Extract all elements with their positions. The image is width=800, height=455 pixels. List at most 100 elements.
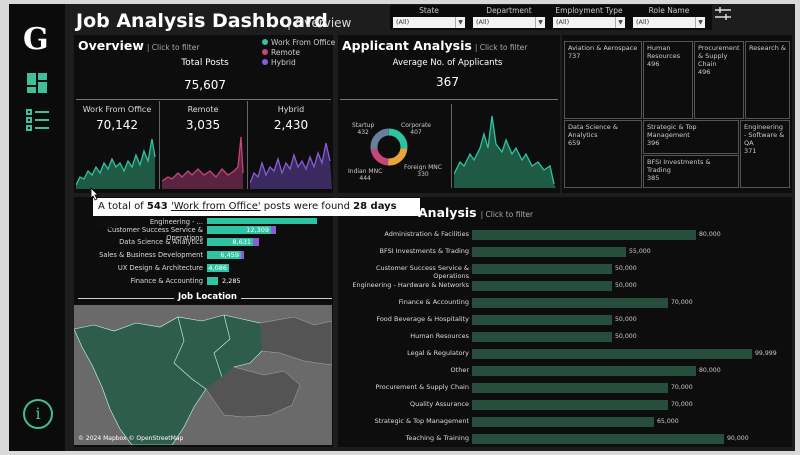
mouse-cursor-icon xyxy=(90,186,100,205)
function-row[interactable]: Data Science & Analytics xyxy=(76,238,203,247)
donut-label-corporate: Corporate 407 xyxy=(401,122,431,136)
salary-bar[interactable] xyxy=(472,247,626,257)
company-type-donut[interactable] xyxy=(340,102,450,188)
function-row[interactable]: Finance & Accounting xyxy=(76,277,203,286)
hybrid-segment xyxy=(241,251,244,259)
salary-row-label: Finance & Accounting xyxy=(398,298,469,306)
salary-row-label: Procurement & Supply Chain xyxy=(375,383,469,391)
filter-settings-icon[interactable] xyxy=(715,6,731,25)
hybrid-segment xyxy=(253,238,259,246)
legend-item-wfo[interactable]: Work From Office xyxy=(262,38,335,48)
salary-bar[interactable] xyxy=(472,281,612,291)
job-location-title: Job Location xyxy=(174,292,241,302)
salary-row-label: Human Resources xyxy=(410,332,469,340)
salary-bar[interactable] xyxy=(472,349,752,359)
salary-row-label: Strategic & Top Management xyxy=(374,417,469,425)
wfo-sparkline xyxy=(76,138,156,189)
job-location-map[interactable]: © 2024 Mapbox © OpenStreetMap xyxy=(74,305,332,445)
donut-label-startup: Startup 432 xyxy=(352,122,375,136)
function-row[interactable]: UX Design & Architecture xyxy=(76,264,203,273)
function-label: Sales & Business Development xyxy=(99,251,203,259)
function-row[interactable]: Customer Success Service & Operations xyxy=(76,226,203,242)
chevron-down-icon: ▼ xyxy=(695,17,705,28)
filter-role-name: Role Name (All) ▼ xyxy=(633,5,705,28)
divider xyxy=(76,99,331,100)
metric-label: Remote xyxy=(187,105,219,114)
metric-wfo[interactable]: Work From Office 70,142 xyxy=(76,103,158,189)
dashboard-icon[interactable] xyxy=(26,72,48,98)
list-icon[interactable] xyxy=(26,108,50,136)
salary-row-label: Other xyxy=(450,366,469,374)
divider xyxy=(340,99,558,100)
function-value: 4,086 xyxy=(208,264,227,272)
function-bar[interactable] xyxy=(207,277,218,285)
divider xyxy=(451,104,452,188)
total-posts-label: Total Posts xyxy=(181,58,229,68)
salary-bar[interactable] xyxy=(472,383,668,393)
salary-value: 50,000 xyxy=(615,282,637,289)
filter-employment-type: Employment Type (All) ▼ xyxy=(553,5,625,28)
function-bar[interactable]: 4,086 xyxy=(207,264,229,272)
map-shape xyxy=(74,314,332,445)
employment-type-select[interactable]: (All) ▼ xyxy=(553,17,625,28)
legend-item-remote[interactable]: Remote xyxy=(262,48,335,58)
treemap-cell[interactable]: Procurement & Supply Chain 496 xyxy=(694,41,744,119)
department-select[interactable]: (All) ▼ xyxy=(473,17,545,28)
function-label: Engineering - ... xyxy=(149,218,203,226)
treemap-cell[interactable]: BFSI Investments & Trading 385 xyxy=(643,155,739,188)
state-select[interactable]: (All) ▼ xyxy=(393,17,465,28)
salary-bar[interactable] xyxy=(472,264,612,274)
click-hint: | Click to filter xyxy=(146,43,200,52)
remote-sparkline xyxy=(162,136,244,189)
filter-label: State xyxy=(419,6,439,15)
treemap-cell[interactable]: Aviation & Aerospace 737 xyxy=(564,41,642,119)
avg-applicants-label: Average No. of Applicants xyxy=(392,58,503,68)
hybrid-segment xyxy=(271,226,276,234)
salary-value: 70,000 xyxy=(671,401,693,408)
page-subtitle: | Overview xyxy=(287,16,352,30)
salary-bar[interactable] xyxy=(472,315,612,325)
treemap-cell[interactable]: Engineering - Software & QA 371 xyxy=(740,120,790,188)
info-icon[interactable]: i xyxy=(23,399,53,429)
metric-hybrid[interactable]: Hybrid 2,430 xyxy=(250,103,332,189)
chevron-down-icon: ▼ xyxy=(455,17,465,28)
divider xyxy=(247,101,248,189)
salary-value: 70,000 xyxy=(671,384,693,391)
function-bar[interactable]: 6,459 xyxy=(207,251,241,259)
treemap-cell[interactable]: Strategic & Top Management 396 xyxy=(643,120,739,154)
salary-bar[interactable] xyxy=(472,230,696,240)
function-bar[interactable] xyxy=(207,218,317,224)
treemap-cell[interactable]: Data Science & Analytics 659 xyxy=(564,120,642,188)
treemap-cell[interactable]: Research & xyxy=(745,41,790,119)
salary-value: 50,000 xyxy=(615,316,637,323)
metric-remote[interactable]: Remote 3,035 xyxy=(162,103,244,189)
function-row[interactable]: Sales & Business Development xyxy=(76,251,203,260)
role-name-select[interactable]: (All) ▼ xyxy=(633,17,705,28)
function-label: Data Science & Analytics xyxy=(119,238,203,246)
treemap-cell[interactable]: Human Resources 496 xyxy=(643,41,693,119)
salary-row-label: Food Beverage & Hospitality xyxy=(376,315,469,323)
salary-bar[interactable] xyxy=(472,298,668,308)
salary-bar[interactable] xyxy=(472,366,696,376)
sidebar: G i xyxy=(9,4,65,451)
salary-bar[interactable] xyxy=(472,417,654,427)
click-hint: | Click to filter xyxy=(474,43,528,52)
salary-bar[interactable] xyxy=(472,434,724,444)
salary-row-label: BFSI Investments & Trading xyxy=(379,247,469,255)
legend-item-hybrid[interactable]: Hybrid xyxy=(262,58,335,68)
salary-bar[interactable] xyxy=(472,400,668,410)
function-label: UX Design & Architecture xyxy=(117,264,203,272)
function-bar[interactable]: 8,631 xyxy=(207,238,253,246)
salary-value: 50,000 xyxy=(615,333,637,340)
salary-value: 99,999 xyxy=(755,350,777,357)
salary-bar[interactable] xyxy=(472,332,612,342)
app-logo[interactable]: G xyxy=(23,22,49,57)
salary-value: 65,000 xyxy=(657,418,679,425)
function-value: 12,309 xyxy=(246,226,269,234)
function-bar[interactable]: 12,309 xyxy=(207,226,271,234)
donut-label-foreign-mnc: Foreign MNC 330 xyxy=(404,164,442,178)
function-value: 8,631 xyxy=(232,238,251,246)
metric-value: 70,142 xyxy=(96,118,138,132)
function-row[interactable]: Engineering - ... xyxy=(76,218,203,227)
function-label: Customer Success Service & Operations xyxy=(107,226,203,242)
